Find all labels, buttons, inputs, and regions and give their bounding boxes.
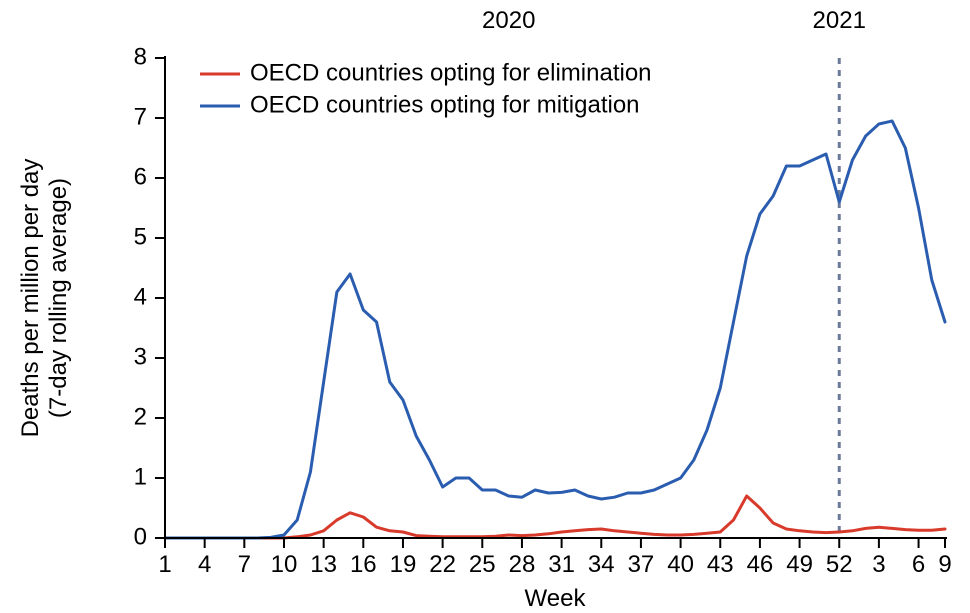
- x-tick-label: 22: [429, 551, 456, 578]
- x-tick-label: 10: [271, 551, 298, 578]
- y-tick-label: 5: [134, 223, 147, 250]
- x-tick-label: 13: [310, 551, 337, 578]
- x-tick-label: 49: [786, 551, 813, 578]
- x-tick-label: 52: [826, 551, 853, 578]
- x-tick-label: 46: [747, 551, 774, 578]
- x-tick-label: 37: [628, 551, 655, 578]
- x-tick-label: 3: [872, 551, 885, 578]
- x-tick-label: 1: [158, 551, 171, 578]
- y-tick-label: 0: [134, 523, 147, 550]
- y-axis-title: Deaths per million per day(7-day rolling…: [17, 159, 72, 438]
- x-tick-label: 19: [390, 551, 417, 578]
- legend-label: OECD countries opting for elimination: [250, 59, 652, 86]
- y-tick-label: 3: [134, 343, 147, 370]
- y-tick-label: 4: [134, 283, 147, 310]
- x-tick-label: 6: [912, 551, 925, 578]
- top-label-left: 2020: [482, 7, 535, 34]
- x-tick-label: 43: [707, 551, 734, 578]
- x-tick-label: 34: [588, 551, 615, 578]
- series-mitigation: [165, 121, 945, 538]
- x-tick-label: 40: [667, 551, 694, 578]
- x-tick-label: 25: [469, 551, 496, 578]
- y-tick-label: 8: [134, 43, 147, 70]
- top-label-right: 2021: [813, 7, 866, 34]
- series-elimination: [165, 496, 945, 538]
- legend-label: OECD countries opting for mitigation: [250, 91, 640, 118]
- x-tick-label: 7: [238, 551, 251, 578]
- x-tick-label: 4: [198, 551, 211, 578]
- y-tick-label: 7: [134, 103, 147, 130]
- chart-container: 0123456781471013161922252831343740434649…: [0, 0, 970, 613]
- chart-svg: 0123456781471013161922252831343740434649…: [0, 0, 970, 613]
- y-tick-label: 2: [134, 403, 147, 430]
- x-tick-label: 16: [350, 551, 377, 578]
- x-tick-label: 28: [509, 551, 536, 578]
- y-tick-label: 1: [134, 463, 147, 490]
- x-tick-label: 9: [938, 551, 951, 578]
- y-tick-label: 6: [134, 163, 147, 190]
- x-axis-title: Week: [525, 585, 587, 612]
- x-tick-label: 31: [548, 551, 575, 578]
